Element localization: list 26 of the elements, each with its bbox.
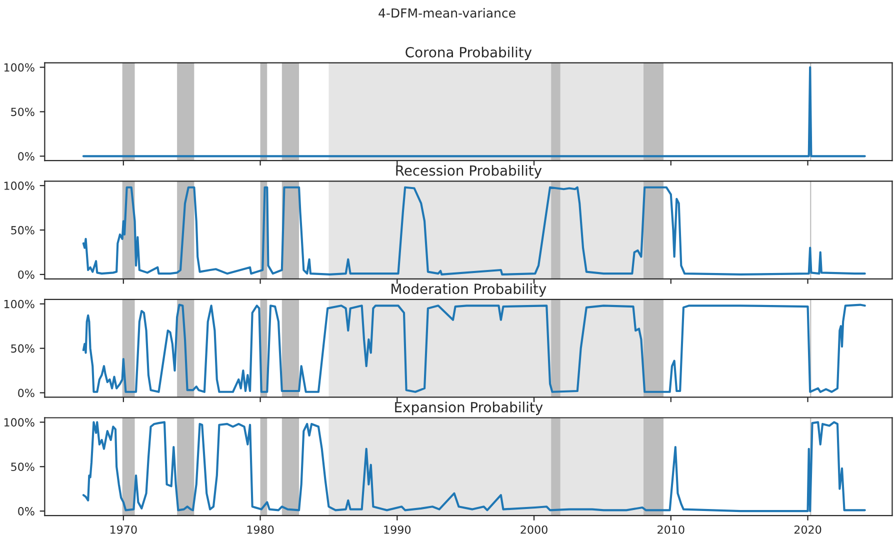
- y-tick-label: 0%: [18, 388, 34, 398]
- y-tick-label: 100%: [4, 418, 34, 427]
- y-tick-label: 100%: [4, 63, 34, 72]
- chart-title: Expansion Probability: [395, 402, 543, 416]
- y-tick-label: 50%: [11, 108, 34, 116]
- y-tick-label: 0%: [18, 152, 34, 161]
- x-tick-label: 2010: [658, 525, 684, 534]
- y-tick-label: 0%: [18, 270, 34, 279]
- x-tick-label: 2000: [520, 525, 548, 534]
- x-tick-label: 1970: [110, 525, 137, 534]
- chart-title: Recession Probability: [396, 165, 542, 178]
- y-tick-label: 50%: [11, 462, 34, 472]
- line-series: [82, 421, 866, 512]
- y-tick-label: 100%: [4, 300, 34, 308]
- line-series: [82, 186, 866, 276]
- x-tick-label: 1980: [247, 525, 274, 534]
- chart-title: Corona Probability: [406, 46, 532, 60]
- x-tick-label: 2020: [794, 525, 822, 534]
- y-tick-label: 0%: [18, 507, 34, 516]
- y-tick-label: 50%: [11, 344, 34, 353]
- text: 4-DFM-mean-variance: [378, 8, 516, 18]
- x-tick-label: 1990: [384, 525, 411, 534]
- y-tick-label: 100%: [4, 182, 34, 190]
- chart-title: Moderation Probability: [392, 283, 546, 297]
- line-series: [82, 304, 866, 393]
- y-tick-label: 50%: [11, 226, 34, 234]
